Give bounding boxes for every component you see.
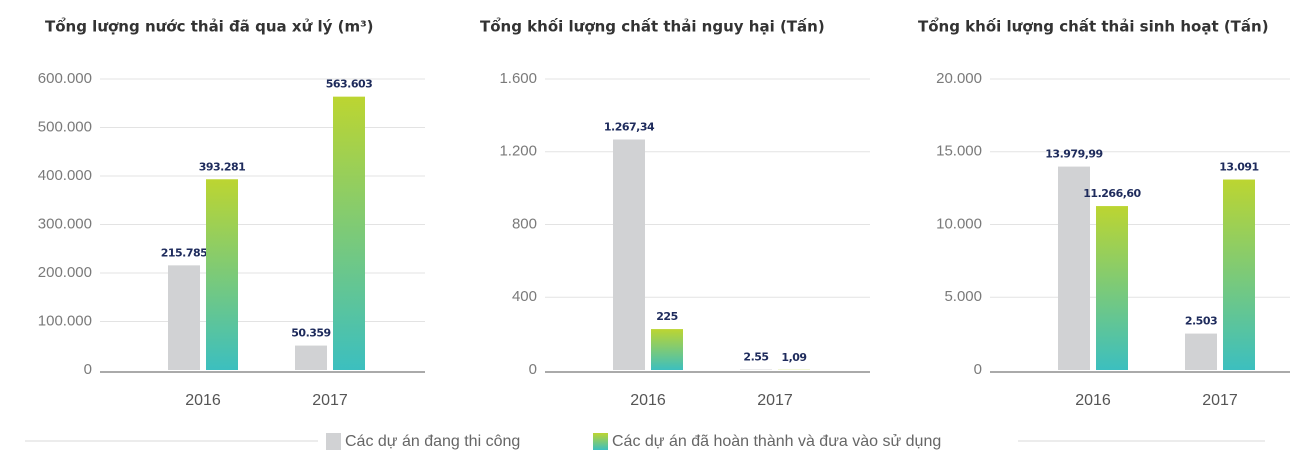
value-label: 11.266,60: [1083, 187, 1141, 200]
value-label: 215.785: [161, 246, 208, 259]
y-tick-label: 20.000: [936, 70, 982, 87]
y-tick-label: 0: [529, 361, 537, 378]
bar: [206, 179, 238, 370]
y-tick-label: 400: [512, 288, 537, 305]
bar: [1223, 179, 1255, 370]
y-tick-label: 5.000: [944, 288, 982, 305]
y-tick-label: 100.000: [38, 312, 92, 329]
value-label: 13.091: [1219, 161, 1258, 174]
x-tick-label: 2017: [1202, 392, 1238, 409]
y-tick-label: 800: [512, 215, 537, 232]
bar: [333, 96, 365, 371]
value-label: 225: [656, 310, 677, 323]
bar: [613, 139, 645, 370]
value-label: 1,09: [781, 351, 806, 364]
y-tick-label: 1.600: [499, 70, 537, 87]
y-tick-label: 600.000: [38, 70, 92, 87]
x-tick-label: 2017: [312, 392, 348, 409]
chart-title: Tổng khối lượng chất thải sinh hoạt (Tấn…: [918, 17, 1269, 36]
y-tick-label: 1.200: [499, 143, 537, 160]
y-tick-label: 500.000: [38, 118, 92, 135]
y-tick-label: 15.000: [936, 143, 982, 160]
value-label: 50.359: [291, 327, 330, 340]
value-label: 2.503: [1185, 315, 1217, 328]
chart-title: Tổng khối lượng chất thải nguy hại (Tấn): [480, 17, 825, 36]
legend-label: Các dự án đang thi công: [345, 433, 520, 450]
x-tick-label: 2016: [1075, 392, 1111, 409]
bar: [1185, 333, 1217, 370]
bar: [1096, 206, 1128, 370]
y-tick-label: 0: [84, 361, 92, 378]
bar: [1058, 166, 1090, 370]
value-label: 1.267,34: [604, 121, 655, 134]
y-tick-label: 400.000: [38, 167, 92, 184]
value-label: 13.979,99: [1045, 148, 1102, 161]
x-tick-label: 2016: [630, 392, 666, 409]
legend-label: Các dự án đã hoàn thành và đưa vào sử dụ…: [612, 433, 941, 450]
bar: [168, 265, 200, 370]
value-label: 393.281: [199, 160, 246, 173]
legend-swatch: [593, 433, 608, 450]
chart-title: Tổng lượng nước thải đã qua xử lý (m³): [45, 17, 374, 36]
y-tick-label: 200.000: [38, 264, 92, 281]
value-label: 2.55: [743, 351, 768, 364]
value-label: 563.603: [326, 78, 373, 91]
y-tick-label: 300.000: [38, 215, 92, 232]
y-tick-label: 0: [974, 361, 982, 378]
bar: [295, 345, 327, 370]
legend-swatch: [326, 433, 341, 450]
x-tick-label: 2016: [185, 392, 221, 409]
y-tick-label: 10.000: [936, 215, 982, 232]
bar: [651, 329, 683, 370]
x-tick-label: 2017: [757, 392, 793, 409]
